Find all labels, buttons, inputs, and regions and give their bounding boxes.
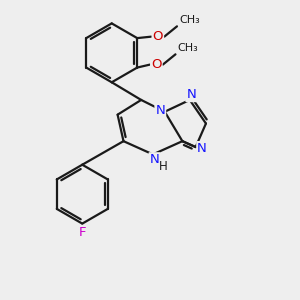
Text: N: N bbox=[186, 88, 196, 101]
Text: H: H bbox=[159, 160, 168, 173]
Text: N: N bbox=[149, 153, 159, 166]
Text: F: F bbox=[79, 226, 86, 239]
Text: CH₃: CH₃ bbox=[179, 15, 200, 26]
Text: O: O bbox=[153, 30, 163, 43]
Text: O: O bbox=[151, 58, 162, 71]
Text: N: N bbox=[155, 104, 165, 117]
Text: N: N bbox=[197, 142, 207, 155]
Text: CH₃: CH₃ bbox=[178, 44, 198, 53]
